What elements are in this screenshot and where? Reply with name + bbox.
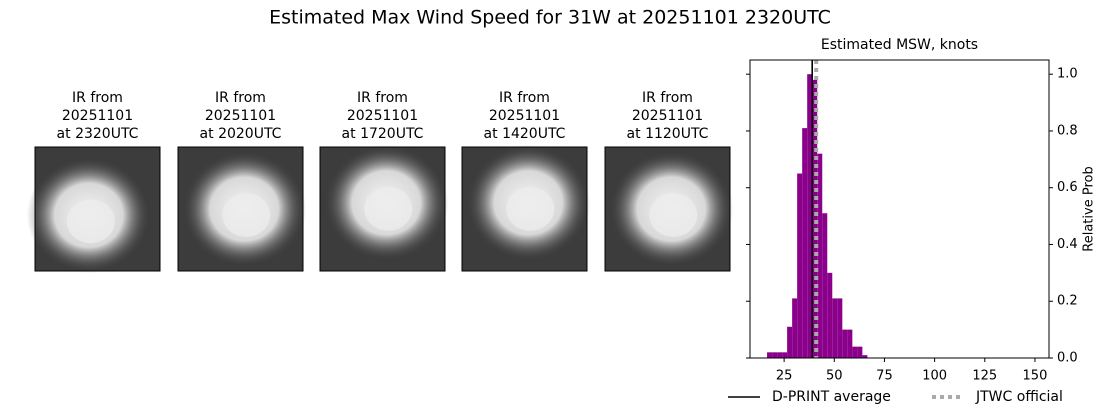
cloud-core xyxy=(364,186,413,231)
x-tick-label: 75 xyxy=(876,369,893,384)
y-tick-label: 1.0 xyxy=(1057,67,1078,82)
plot-frame xyxy=(749,59,1050,359)
image-border xyxy=(604,146,731,272)
image-border xyxy=(34,146,161,272)
legend-label: JTWC official xyxy=(975,389,1063,405)
y-tick-label: 0.2 xyxy=(1057,294,1078,309)
cloud-core xyxy=(222,193,271,237)
panel-caption: IR from xyxy=(499,90,550,106)
x-tick-label: 100 xyxy=(922,369,947,384)
y-tick-label: 0.8 xyxy=(1057,123,1078,138)
x-tick-label: 150 xyxy=(1023,369,1048,384)
panel-caption: at 2320UTC xyxy=(57,126,139,142)
bar xyxy=(782,352,788,358)
bar xyxy=(837,298,843,358)
panel-caption: IR from xyxy=(72,90,123,106)
panel-caption: IR from xyxy=(642,90,693,106)
bar xyxy=(842,329,848,358)
bar xyxy=(812,79,818,358)
bar xyxy=(862,355,868,358)
panel-caption: at 1720UTC xyxy=(342,126,424,142)
bar xyxy=(817,153,823,358)
bar xyxy=(777,352,783,358)
bar xyxy=(857,346,863,358)
image-border xyxy=(461,146,588,272)
x-tick-label: 25 xyxy=(776,369,793,384)
bar xyxy=(802,128,808,358)
bar xyxy=(832,298,838,358)
bar xyxy=(767,352,773,358)
bar xyxy=(797,173,803,358)
bar xyxy=(807,74,813,358)
panel-caption: at 2020UTC xyxy=(200,126,282,142)
panel-caption: 20251101 xyxy=(632,108,703,124)
chart-title: Estimated MSW, knots xyxy=(821,37,978,53)
image-border xyxy=(177,146,304,272)
bar xyxy=(772,352,778,358)
x-tick-label: 50 xyxy=(826,369,843,384)
bar xyxy=(792,298,798,358)
y-tick-label: 0.6 xyxy=(1057,180,1078,195)
panel-caption: at 1120UTC xyxy=(627,126,709,142)
panel-caption: at 1420UTC xyxy=(484,126,566,142)
legend-label: D-PRINT average xyxy=(772,389,891,405)
image-border xyxy=(319,146,446,272)
panel-caption: 20251101 xyxy=(62,108,133,124)
bar xyxy=(847,329,853,358)
panel-caption: IR from xyxy=(215,90,266,106)
y-tick-label: 0.0 xyxy=(1057,351,1078,366)
cloud-core xyxy=(506,186,555,231)
cloud-core xyxy=(66,199,115,244)
panel-caption: 20251101 xyxy=(347,108,418,124)
panel-caption: 20251101 xyxy=(205,108,276,124)
figure-title: Estimated Max Wind Speed for 31W at 2025… xyxy=(269,7,831,29)
panel-caption: IR from xyxy=(357,90,408,106)
bar xyxy=(787,326,793,358)
bar xyxy=(827,272,833,358)
x-tick-label: 125 xyxy=(972,369,997,384)
y-tick-label: 0.4 xyxy=(1057,237,1078,252)
panel-caption: 20251101 xyxy=(489,108,560,124)
bar xyxy=(852,346,858,358)
bar xyxy=(822,213,828,358)
y-axis-label: Relative Prob xyxy=(1082,166,1097,251)
cloud-core xyxy=(649,193,698,237)
